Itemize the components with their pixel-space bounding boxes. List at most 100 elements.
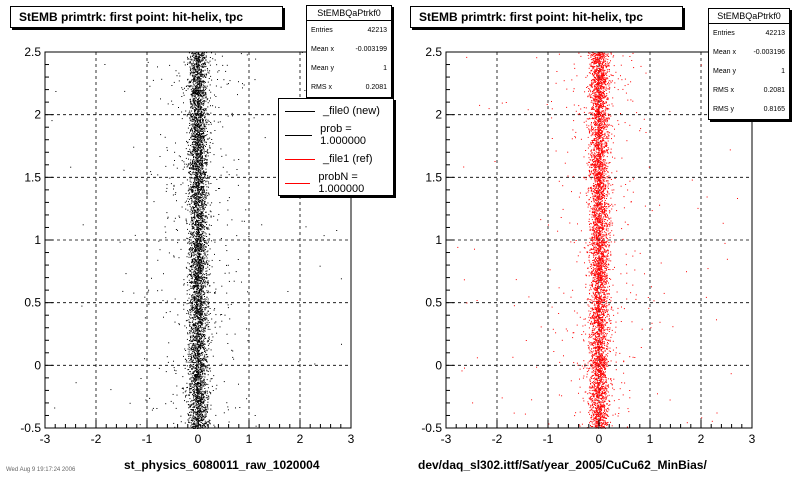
scatter-point [192,243,194,245]
scatter-point [199,138,201,140]
scatter-point [199,135,201,137]
scatter-point [193,353,195,355]
scatter-point [199,361,201,362]
scatter-point [203,285,205,287]
scatter-point [207,395,209,397]
scatter-point [191,330,192,332]
scatter-point [199,269,200,271]
scatter-point [193,182,194,183]
scatter-point [198,263,200,265]
scatter-point [200,312,202,314]
scatter-point [202,343,204,345]
scatter-point [202,219,203,221]
scatter-point [194,297,195,299]
scatter-point [191,295,193,297]
scatter-point [200,159,201,161]
scatter-point [197,189,199,191]
scatter-point [195,80,197,82]
scatter-point [201,416,203,418]
scatter-point [197,155,199,157]
scatter-point [198,292,200,294]
scatter-point [203,97,205,99]
scatter-point [217,71,219,73]
scatter-point [205,120,207,122]
scatter-point [200,120,202,122]
scatter-point [199,259,201,261]
scatter-point [194,90,196,92]
scatter-point [192,115,194,117]
scatter-point [193,425,195,427]
scatter-point [199,383,201,385]
scatter-point [197,296,199,298]
scatter-point [194,396,196,398]
scatter-point [196,88,198,90]
scatter-point [195,374,197,375]
scatter-point [198,66,199,68]
scatter-point [150,171,152,173]
scatter-point [187,353,189,355]
scatter-point [207,131,208,132]
scatter-point [206,150,208,152]
scatter-point [196,325,198,327]
scatter-point [189,274,190,275]
scatter-point [189,180,191,182]
scatter-point [201,362,203,364]
scatter-point [198,273,200,275]
scatter-point [197,266,199,268]
scatter-point [195,272,197,274]
scatter-point [206,112,208,114]
scatter-point [198,119,200,121]
scatter-point [196,281,198,283]
scatter-point [54,407,56,409]
scatter-point [193,285,195,287]
scatter-point [197,149,199,151]
scatter-point [198,238,199,240]
scatter-point [206,324,208,326]
scatter-point [205,162,207,164]
scatter-point [240,53,242,55]
scatter-point [226,224,228,226]
scatter-point [201,405,203,407]
scatter-point [204,412,206,414]
scatter-point [202,262,204,264]
scatter-point [191,379,193,381]
scatter-point [211,266,213,268]
scatter-point [198,261,200,263]
scatter-point [205,181,207,183]
scatter-point [191,404,193,406]
scatter-point [196,174,198,176]
scatter-point [199,292,201,294]
scatter-point [202,238,204,240]
scatter-point [194,384,196,386]
scatter-point [199,288,201,290]
scatter-point [191,367,193,369]
scatter-point [202,309,204,311]
scatter-point [149,85,151,87]
scatter-point [200,218,202,220]
scatter-point [191,106,193,108]
scatter-point [192,317,194,319]
scatter-point [204,86,206,88]
scatter-point [190,62,192,64]
scatter-point [205,163,206,165]
scatter-point [199,345,201,347]
scatter-point [220,174,222,176]
scatter-point [199,414,201,416]
scatter-point [203,139,205,141]
scatter-point [197,358,199,359]
scatter-point [203,385,205,387]
scatter-point [196,154,197,156]
scatter-point [222,126,224,128]
scatter-point [193,313,195,315]
scatter-point [122,290,124,292]
scatter-point [204,327,206,329]
scatter-point [188,238,190,240]
scatter-point [193,343,194,344]
scatter-point [193,76,195,78]
scatter-point [199,196,200,198]
scatter-point [196,185,198,187]
scatter-point [198,200,200,202]
scatter-point [197,233,199,235]
scatter-point [191,356,193,358]
scatter-point [197,278,199,280]
